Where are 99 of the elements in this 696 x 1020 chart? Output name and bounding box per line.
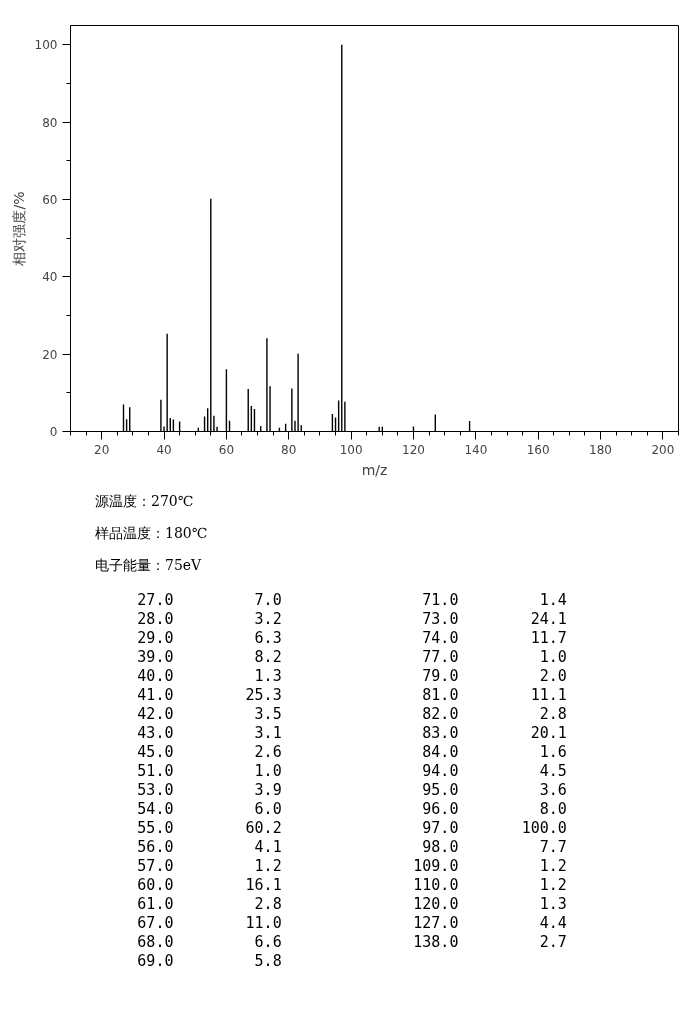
text: 1.0: [538, 648, 568, 667]
text: 4.5: [538, 762, 568, 781]
text: 27.0: [136, 591, 175, 610]
text: 41.0: [136, 686, 175, 705]
text: 24.1: [529, 610, 568, 629]
text: 1.0: [253, 762, 283, 781]
text: 16.1: [244, 876, 283, 895]
text: 1.2: [538, 876, 568, 895]
text: 3.5: [253, 705, 283, 724]
x-axis-title: m/z: [361, 461, 388, 478]
text: 97.0: [421, 819, 460, 838]
text: 8.0: [538, 800, 568, 819]
y-tick-label: 0: [49, 425, 58, 439]
text: 8.2: [253, 648, 283, 667]
text: 74.0: [421, 629, 460, 648]
text: 39.0: [136, 648, 175, 667]
text: 3.6: [538, 781, 568, 800]
x-tick-label: 180: [589, 442, 613, 457]
text: 5.8: [253, 952, 283, 971]
x-tick-label: 100: [339, 442, 363, 457]
text: 81.0: [421, 686, 460, 705]
text: 40.0: [136, 667, 175, 686]
text: 6.3: [253, 629, 283, 648]
text: 6.0: [253, 800, 283, 819]
x-tick-label: 60: [218, 442, 235, 457]
text: 51.0: [136, 762, 175, 781]
text: 68.0: [136, 933, 175, 952]
text: 2.0: [538, 667, 568, 686]
text: 95.0: [421, 781, 460, 800]
text: 67.0: [136, 914, 175, 933]
text: 77.0: [421, 648, 460, 667]
text: 1.3: [253, 667, 283, 686]
y-tick-label: 80: [42, 115, 58, 130]
text: 61.0: [136, 895, 175, 914]
text: 138.0: [412, 933, 460, 952]
text: 3.1: [253, 724, 283, 743]
text: 57.0: [136, 857, 175, 876]
text: 2.8: [538, 705, 568, 724]
text: 3.2: [253, 610, 283, 629]
text: 60.2: [244, 819, 283, 838]
text: 45.0: [136, 743, 175, 762]
text: 69.0: [136, 952, 175, 971]
y-tick-label: 100: [34, 38, 58, 53]
x-tick-label: 120: [402, 442, 425, 457]
text: 11.1: [529, 686, 568, 705]
x-tick-label: 80: [281, 442, 297, 457]
text: 2.7: [538, 933, 568, 952]
y-axis-title: 相对强度/%: [10, 191, 27, 266]
text: 79.0: [421, 667, 460, 686]
text: 53.0: [136, 781, 175, 800]
text: 94.0: [421, 762, 460, 781]
text: 11.0: [244, 914, 283, 933]
text: 55.0: [136, 819, 175, 838]
text: 84.0: [421, 743, 460, 762]
text: 110.0: [412, 876, 460, 895]
text: 82.0: [421, 705, 460, 724]
x-tick-label: 40: [156, 442, 172, 457]
text: 29.0: [136, 629, 175, 648]
text: 43.0: [136, 724, 175, 743]
text: 60.0: [136, 876, 175, 895]
text: 96.0: [421, 800, 460, 819]
text: 11.7: [529, 629, 568, 648]
text: 42.0: [136, 705, 175, 724]
text: 源温度：270℃: [95, 492, 195, 511]
y-tick-label: 60: [42, 193, 58, 207]
text: 2.6: [253, 743, 283, 762]
text: 1.4: [538, 591, 568, 610]
text: 98.0: [421, 838, 460, 857]
text: 25.3: [244, 686, 283, 705]
text: 6.6: [253, 933, 283, 952]
text: 20.1: [529, 724, 568, 743]
text: 样品温度：180℃: [95, 524, 208, 543]
text: 3.9: [253, 781, 283, 800]
text: 54.0: [136, 800, 175, 819]
text: 109.0: [412, 857, 460, 876]
x-tick-label: 140: [464, 442, 488, 457]
text: 83.0: [421, 724, 460, 743]
text: 1.2: [253, 857, 283, 876]
x-tick-label: 200: [651, 442, 675, 457]
text: 71.0: [421, 591, 460, 610]
x-tick-label: 160: [526, 442, 550, 457]
y-tick-label: 40: [42, 270, 58, 285]
text: 56.0: [136, 838, 175, 857]
text: 1.6: [538, 743, 568, 762]
text: 1.3: [538, 895, 568, 914]
text: 100.0: [520, 819, 568, 838]
text: 2.8: [253, 895, 283, 914]
text: 4.4: [538, 914, 568, 933]
x-tick-label: 20: [94, 442, 110, 457]
text: 4.1: [253, 838, 283, 857]
y-tick-label: 20: [42, 347, 58, 362]
text: 120.0: [412, 895, 460, 914]
text: 电子能量：75eV: [95, 556, 203, 575]
text: 7.0: [253, 591, 283, 610]
text: 7.7: [538, 838, 568, 857]
text: 127.0: [412, 914, 460, 933]
text: 28.0: [136, 610, 175, 629]
text: 1.2: [538, 857, 568, 876]
text: 73.0: [421, 610, 460, 629]
